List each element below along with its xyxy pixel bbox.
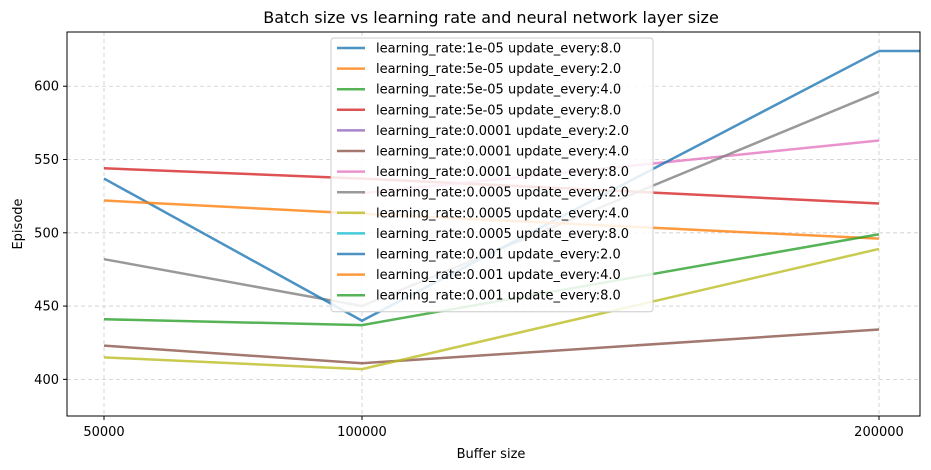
series-line xyxy=(103,233,880,327)
y-axis: 400 450 500 550 600 xyxy=(34,80,67,388)
legend: learning_rate:1e-05 update_every:8.0lear… xyxy=(330,37,654,313)
grid xyxy=(67,32,920,416)
y-tick-label: 550 xyxy=(34,153,59,168)
legend-label: learning_rate:1e-05 update_every:8.0 xyxy=(376,42,621,57)
x-axis-title: Buffer size xyxy=(457,447,526,462)
chart-title: Batch size vs learning rate and neural n… xyxy=(263,8,719,27)
legend-label: learning_rate:0.001 update_every:2.0 xyxy=(376,248,621,263)
x-tick-label: 50000 xyxy=(83,425,124,440)
y-tick-label: 400 xyxy=(34,373,59,388)
legend-label: learning_rate:5e-05 update_every:4.0 xyxy=(376,83,621,98)
y-axis-title: Episode xyxy=(11,198,26,249)
y-tick-label: 450 xyxy=(34,300,59,315)
series-line xyxy=(103,49,880,322)
x-tick-label: 100000 xyxy=(337,425,387,440)
legend-label: learning_rate:0.001 update_every:4.0 xyxy=(376,268,621,283)
legend-label: learning_rate:0.0005 update_every:4.0 xyxy=(376,206,629,221)
x-axis: 50000 100000 200000 xyxy=(83,416,904,440)
legend-label: learning_rate:5e-05 update_every:2.0 xyxy=(376,62,621,77)
x-tick-label: 200000 xyxy=(854,425,904,440)
legend-label: learning_rate:0.0001 update_every:4.0 xyxy=(376,145,629,160)
legend-label: learning_rate:5e-05 update_every:8.0 xyxy=(376,103,621,118)
legend-label: learning_rate:0.0001 update_every:8.0 xyxy=(376,165,629,180)
y-tick-label: 500 xyxy=(34,226,59,241)
legend-label: learning_rate:0.0005 update_every:8.0 xyxy=(376,227,629,242)
legend-box xyxy=(330,37,654,313)
legend-label: learning_rate:0.0001 update_every:2.0 xyxy=(376,124,629,139)
series-line xyxy=(103,328,880,365)
y-tick-label: 600 xyxy=(34,80,59,95)
legend-label: learning_rate:0.0005 update_every:2.0 xyxy=(376,186,629,201)
legend-label: learning_rate:0.001 update_every:8.0 xyxy=(376,289,621,304)
plot-frame xyxy=(66,31,921,417)
series-line xyxy=(103,247,880,371)
